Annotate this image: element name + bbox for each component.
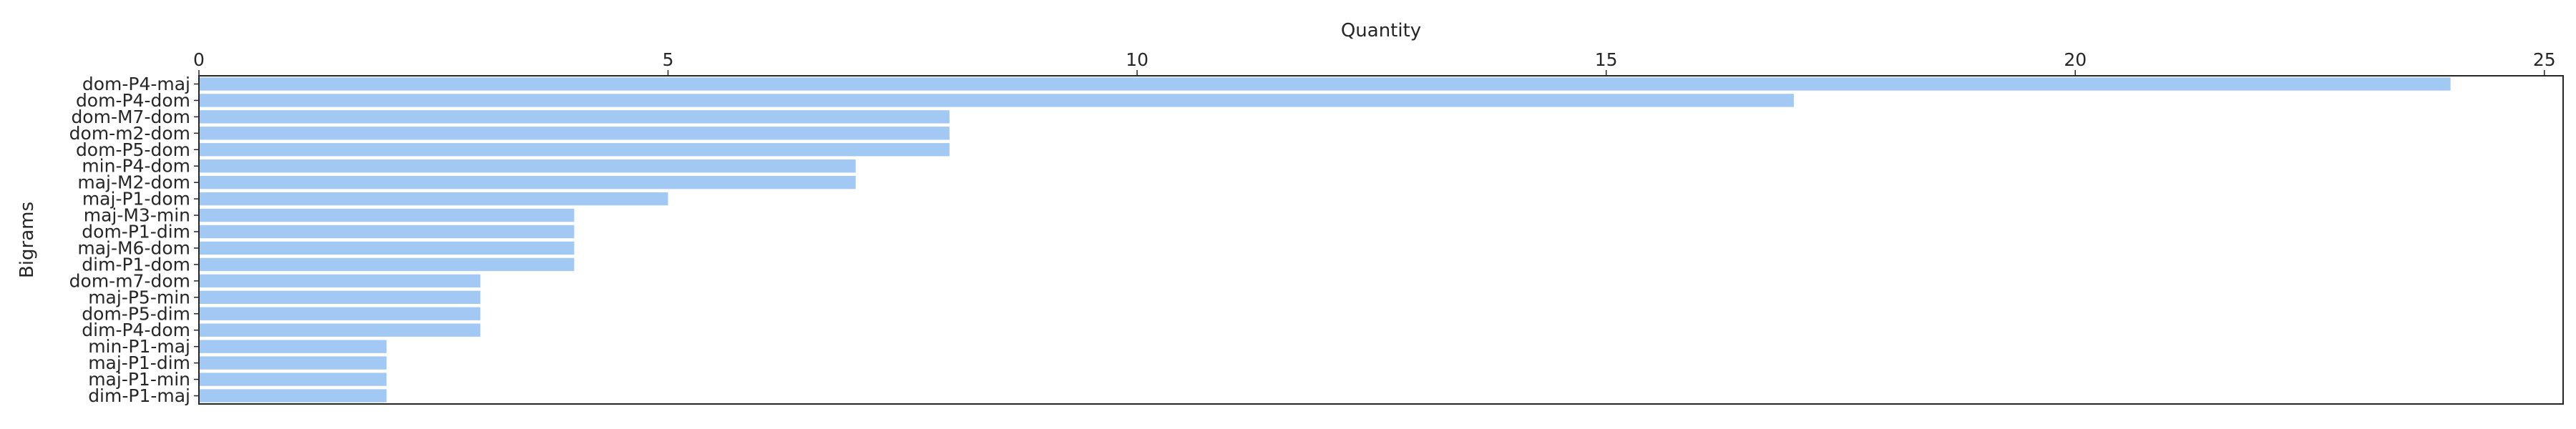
y-tick-label: dom-m2-dom [69, 123, 190, 144]
y-tick-label: dom-m7-dom [69, 270, 190, 291]
bar-dom-P1-dim [199, 225, 575, 239]
x-axis-title: Quantity [1341, 20, 1421, 41]
bar-maj-P1-dom [199, 192, 668, 206]
plot-frame [198, 75, 2564, 405]
bars-group [199, 77, 2451, 403]
bar-dom-P4-dom [199, 94, 1794, 107]
bar-maj-P5-min [199, 290, 481, 305]
y-tick-label: min-P4-dom [82, 156, 190, 177]
bar-dom-M7-dom [199, 110, 950, 124]
x-tick-label: 10 [1126, 49, 1148, 70]
y-tick-label: maj-P1-dim [88, 352, 190, 373]
bar-maj-P1-dim [199, 356, 387, 370]
y-tick-label: maj-P5-min [88, 287, 190, 307]
y-tick-label: dom-P4-dom [76, 90, 190, 111]
bar-dom-P5-dom [199, 143, 950, 157]
y-tick-label: dim-P4-dom [82, 320, 190, 340]
bar-dom-P5-dim [199, 307, 481, 320]
x-tick-label: 5 [663, 49, 674, 70]
y-tick-label: maj-M2-dom [77, 172, 190, 193]
y-axis-title: Bigrams [16, 202, 38, 278]
y-tick-label: dom-P1-dim [82, 222, 190, 242]
bar-dim-P1-maj [199, 389, 387, 403]
bar-maj-M3-min [199, 208, 575, 222]
bar-dom-P4-maj [199, 77, 2451, 91]
x-ticks: 0 5 10 15 20 25 [193, 49, 2556, 76]
y-tick-label: min-P1-maj [88, 336, 190, 357]
y-tick-label: dim-P1-maj [88, 385, 190, 406]
bar-dom-m7-dom [199, 274, 481, 288]
bar-maj-M2-dom [199, 175, 856, 189]
y-tick-label: dom-M7-dom [71, 107, 190, 127]
y-tick-label: dom-P4-maj [82, 74, 190, 94]
bar-maj-M6-dom [199, 241, 575, 255]
x-tick-label: 15 [1595, 49, 1618, 70]
y-tick-label: maj-M6-dom [77, 237, 190, 258]
bar-min-P4-dom [199, 159, 856, 173]
bar-dim-P1-dom [199, 257, 575, 272]
y-tick-label: dom-P5-dom [76, 139, 190, 160]
y-tick-label: maj-P1-min [88, 369, 190, 390]
bar-maj-P1-min [199, 373, 387, 386]
x-tick-label: 20 [2064, 49, 2087, 70]
x-tick-label: 0 [193, 49, 205, 70]
x-tick-label: 25 [2533, 49, 2556, 70]
y-tick-label: maj-M3-min [84, 205, 190, 226]
bar-dim-P4-dom [199, 323, 481, 337]
y-tick-label: maj-P1-dom [82, 189, 190, 209]
bar-dom-m2-dom [199, 127, 950, 140]
y-tick-label: dom-P5-dim [82, 303, 190, 324]
y-tick-label: dim-P1-dom [82, 254, 190, 275]
bar-min-P1-maj [199, 340, 387, 353]
y-tick-labels: dom-P4-majdom-P4-domdom-M7-domdom-m2-dom… [69, 74, 199, 406]
